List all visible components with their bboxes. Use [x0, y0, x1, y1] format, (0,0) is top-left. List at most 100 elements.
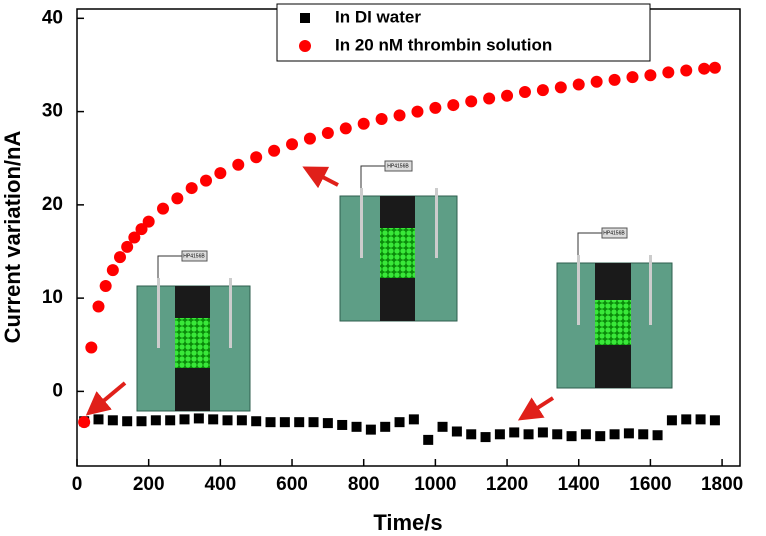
point — [572, 78, 585, 91]
point — [518, 86, 531, 99]
point — [451, 426, 462, 437]
point — [483, 92, 496, 105]
point — [408, 414, 419, 425]
point — [380, 421, 391, 432]
point — [308, 417, 319, 428]
x-tick-label: 600 — [276, 474, 308, 495]
x-tick-label: 1400 — [558, 474, 600, 495]
point — [681, 414, 692, 425]
point — [179, 414, 190, 425]
point — [294, 417, 305, 428]
point — [78, 416, 91, 429]
point — [222, 415, 233, 426]
point — [695, 414, 706, 425]
point — [666, 415, 677, 426]
point — [185, 182, 198, 195]
point — [536, 84, 549, 97]
point — [698, 62, 711, 75]
point — [99, 279, 112, 292]
point — [128, 231, 141, 244]
point — [509, 427, 520, 438]
x-tick-label: 800 — [348, 474, 380, 495]
point — [208, 414, 219, 425]
arrow — [302, 166, 339, 189]
point — [447, 99, 460, 112]
point — [662, 66, 675, 79]
point — [554, 81, 567, 94]
point — [644, 69, 657, 82]
legend-label: In 20 nM thrombin solution — [335, 35, 552, 54]
point — [268, 144, 281, 157]
point — [93, 414, 104, 425]
inset-diagram: HP4156B — [136, 250, 251, 412]
point — [523, 429, 534, 440]
y-axis-title: Current variation/nA — [0, 131, 25, 344]
point — [351, 421, 362, 432]
point — [365, 424, 376, 435]
point — [609, 429, 620, 440]
point — [357, 117, 370, 130]
inset-diagram: HP4156B — [556, 227, 673, 389]
point — [680, 64, 693, 77]
point — [375, 113, 388, 126]
inset-diagram: HP4156B — [339, 160, 458, 322]
point — [92, 300, 105, 313]
legend — [276, 3, 651, 62]
point — [626, 71, 639, 84]
point — [171, 192, 184, 205]
x-tick-label: 1600 — [629, 474, 671, 495]
point — [537, 427, 548, 438]
point — [236, 415, 247, 426]
point — [322, 418, 333, 429]
legend-marker — [300, 13, 310, 23]
point — [608, 73, 621, 86]
point — [590, 75, 603, 88]
point — [286, 138, 299, 151]
x-tick-label: 1000 — [414, 474, 456, 495]
point — [494, 429, 505, 440]
point — [265, 417, 276, 428]
point — [566, 431, 577, 442]
point — [122, 416, 133, 427]
point — [466, 429, 477, 440]
point — [85, 341, 98, 354]
point — [337, 419, 348, 430]
point — [250, 151, 263, 164]
point — [251, 416, 262, 427]
point — [232, 158, 245, 171]
arrow — [85, 381, 127, 416]
x-tick-label: 400 — [204, 474, 236, 495]
point — [157, 202, 170, 215]
y-tick-label: 10 — [42, 287, 63, 308]
point — [165, 415, 176, 426]
point — [114, 251, 127, 264]
arrow — [517, 396, 555, 421]
point — [580, 429, 591, 440]
point — [552, 429, 563, 440]
point — [429, 101, 442, 114]
point — [708, 61, 721, 74]
instrument-label: HP4156B — [183, 253, 205, 259]
point — [437, 421, 448, 432]
x-axis-title: Time/s — [373, 510, 442, 535]
point — [106, 264, 119, 277]
y-tick-label: 0 — [52, 380, 63, 401]
point — [135, 223, 148, 236]
point — [193, 413, 204, 424]
point — [136, 416, 147, 427]
point — [121, 240, 134, 253]
point — [394, 417, 405, 428]
point — [501, 89, 514, 102]
point — [303, 132, 316, 145]
point — [393, 109, 406, 122]
x-tick-label: 1800 — [701, 474, 743, 495]
point — [623, 428, 634, 439]
point — [638, 429, 649, 440]
point — [423, 434, 434, 445]
point — [709, 415, 720, 426]
instrument-label: HP4156B — [387, 163, 409, 169]
point — [214, 167, 227, 180]
y-tick-label: 20 — [42, 194, 63, 215]
x-tick-label: 0 — [72, 474, 83, 495]
